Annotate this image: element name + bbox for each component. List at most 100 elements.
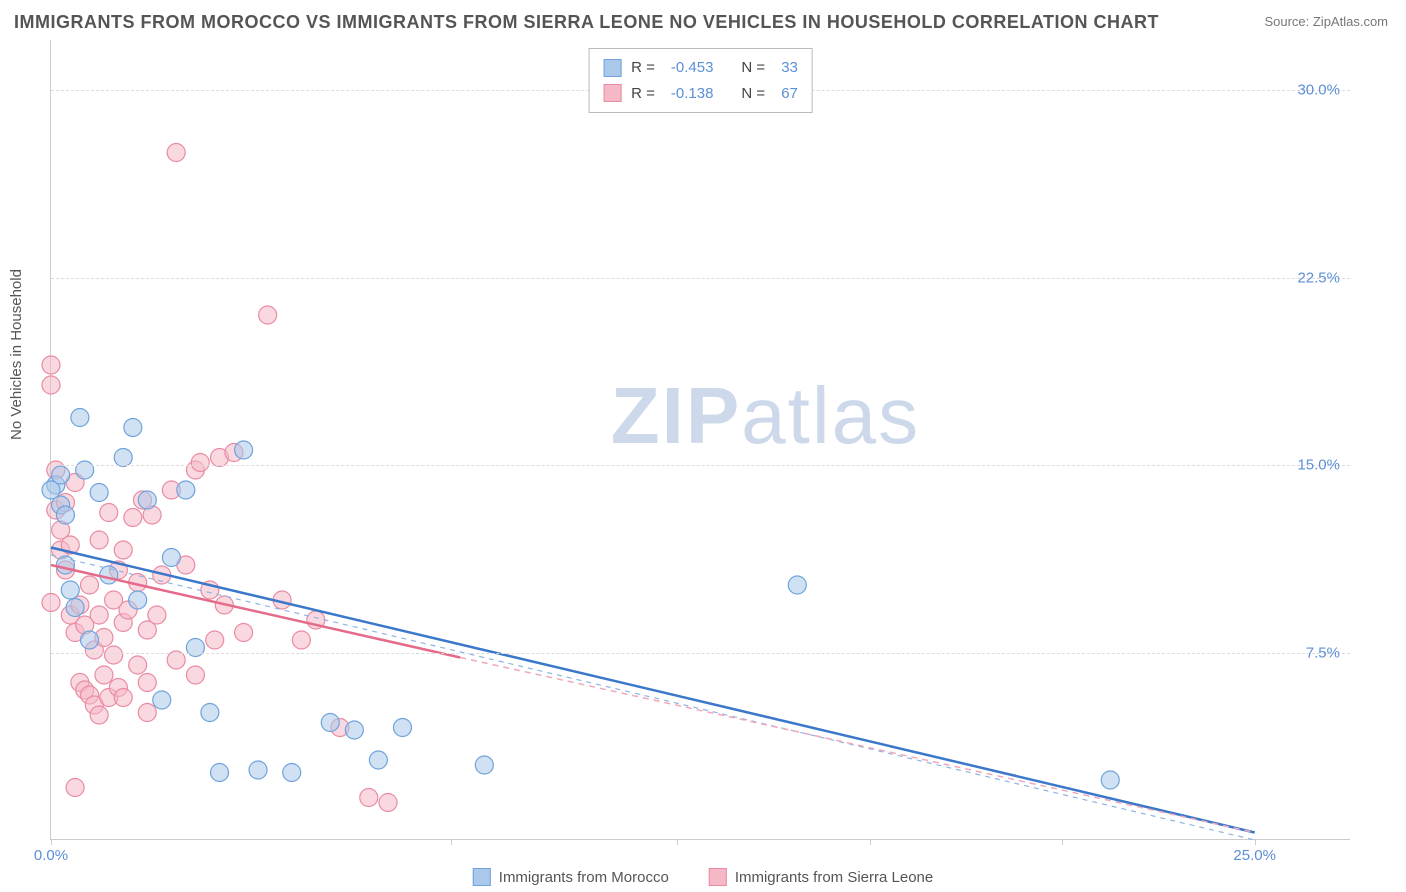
scatter-point bbox=[42, 594, 60, 612]
legend-row: R = -0.138 N = 67 bbox=[603, 81, 798, 107]
scatter-point bbox=[81, 576, 99, 594]
scatter-point bbox=[292, 631, 310, 649]
gridline bbox=[51, 278, 1350, 279]
x-tick-mark bbox=[51, 839, 52, 845]
legend-n-label: N = bbox=[741, 55, 765, 81]
source-label: Source: ZipAtlas.com bbox=[1264, 14, 1388, 29]
scatter-point bbox=[114, 689, 132, 707]
scatter-point bbox=[114, 541, 132, 559]
scatter-point bbox=[211, 764, 229, 782]
legend-n-value: 67 bbox=[781, 81, 798, 107]
legend-label: Immigrants from Morocco bbox=[499, 869, 669, 886]
legend-swatch bbox=[603, 84, 621, 102]
x-tick-label: 0.0% bbox=[34, 847, 68, 864]
scatter-point bbox=[153, 691, 171, 709]
regression-line-extension bbox=[460, 658, 1254, 833]
scatter-point bbox=[42, 356, 60, 374]
scatter-point bbox=[379, 794, 397, 812]
scatter-point bbox=[162, 549, 180, 567]
gridline bbox=[51, 465, 1350, 466]
legend-r-value: -0.453 bbox=[671, 55, 714, 81]
scatter-point bbox=[148, 606, 166, 624]
scatter-point bbox=[167, 651, 185, 669]
scatter-point bbox=[259, 306, 277, 324]
scatter-point bbox=[186, 639, 204, 657]
regression-line-dashed bbox=[51, 555, 1255, 840]
legend-swatch bbox=[473, 868, 491, 886]
series-legend: Immigrants from Morocco Immigrants from S… bbox=[473, 868, 933, 886]
y-tick-label: 30.0% bbox=[1297, 82, 1340, 99]
scatter-point bbox=[71, 409, 89, 427]
legend-swatch bbox=[603, 59, 621, 77]
x-tick-mark bbox=[1062, 839, 1063, 845]
scatter-point bbox=[191, 454, 209, 472]
x-tick-mark bbox=[1255, 839, 1256, 845]
legend-r-label: R = bbox=[631, 81, 655, 107]
scatter-point bbox=[321, 714, 339, 732]
scatter-point bbox=[56, 506, 74, 524]
scatter-point bbox=[100, 504, 118, 522]
scatter-point bbox=[95, 666, 113, 684]
scatter-point bbox=[124, 419, 142, 437]
scatter-point bbox=[235, 441, 253, 459]
scatter-point bbox=[124, 509, 142, 527]
scatter-point bbox=[105, 646, 123, 664]
scatter-point bbox=[201, 704, 219, 722]
scatter-point bbox=[1101, 771, 1119, 789]
legend-item: Immigrants from Morocco bbox=[473, 868, 669, 886]
correlation-legend: R = -0.453 N = 33 R = -0.138 N = 67 bbox=[588, 48, 813, 113]
scatter-point bbox=[369, 751, 387, 769]
scatter-point bbox=[81, 631, 99, 649]
scatter-point bbox=[235, 624, 253, 642]
scatter-point bbox=[61, 581, 79, 599]
scatter-point bbox=[100, 566, 118, 584]
y-tick-label: 22.5% bbox=[1297, 269, 1340, 286]
scatter-point bbox=[177, 481, 195, 499]
scatter-point bbox=[206, 631, 224, 649]
legend-label: Immigrants from Sierra Leone bbox=[735, 869, 933, 886]
scatter-point bbox=[360, 789, 378, 807]
legend-swatch bbox=[709, 868, 727, 886]
scatter-point bbox=[283, 764, 301, 782]
scatter-point bbox=[76, 461, 94, 479]
chart-title: IMMIGRANTS FROM MOROCCO VS IMMIGRANTS FR… bbox=[14, 12, 1159, 33]
scatter-point bbox=[66, 779, 84, 797]
x-tick-label: 25.0% bbox=[1233, 847, 1276, 864]
scatter-point bbox=[345, 721, 363, 739]
scatter-point bbox=[129, 656, 147, 674]
regression-line bbox=[51, 548, 1255, 833]
scatter-point bbox=[138, 704, 156, 722]
scatter-point bbox=[138, 491, 156, 509]
scatter-point bbox=[66, 599, 84, 617]
scatter-point bbox=[186, 666, 204, 684]
scatter-point bbox=[90, 484, 108, 502]
scatter-point bbox=[90, 706, 108, 724]
y-axis-label: No Vehicles in Household bbox=[8, 269, 25, 440]
scatter-point bbox=[90, 606, 108, 624]
scatter-point bbox=[249, 761, 267, 779]
legend-n-value: 33 bbox=[781, 55, 798, 81]
y-tick-label: 7.5% bbox=[1306, 644, 1340, 661]
legend-item: Immigrants from Sierra Leone bbox=[709, 868, 933, 886]
scatter-point bbox=[138, 674, 156, 692]
chart-area: ZIPatlas R =-0.453N =33R = -0.138N =67 7… bbox=[50, 40, 1350, 840]
x-tick-mark bbox=[677, 839, 678, 845]
y-tick-label: 15.0% bbox=[1297, 457, 1340, 474]
legend-r-value: -0.138 bbox=[671, 81, 714, 107]
scatter-point bbox=[393, 719, 411, 737]
scatter-plot bbox=[51, 40, 1350, 839]
scatter-point bbox=[167, 144, 185, 162]
gridline bbox=[51, 653, 1350, 654]
regression-line bbox=[51, 565, 460, 658]
scatter-point bbox=[42, 481, 60, 499]
legend-r-label: R = bbox=[631, 55, 655, 81]
x-tick-mark bbox=[870, 839, 871, 845]
legend-n-label: N = bbox=[741, 81, 765, 107]
legend-row: R = -0.453 N = 33 bbox=[603, 55, 798, 81]
scatter-point bbox=[42, 376, 60, 394]
scatter-point bbox=[129, 591, 147, 609]
scatter-point bbox=[788, 576, 806, 594]
scatter-point bbox=[475, 756, 493, 774]
scatter-point bbox=[114, 449, 132, 467]
scatter-point bbox=[90, 531, 108, 549]
